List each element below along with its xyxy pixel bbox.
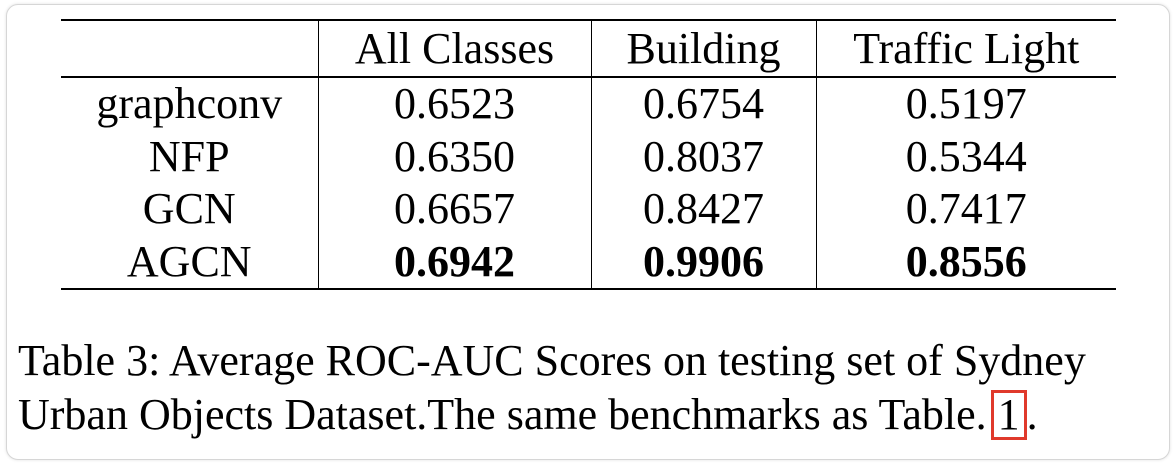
caption-period: . xyxy=(1026,390,1038,439)
table-reference-link[interactable]: 1 xyxy=(990,390,1027,440)
score-cell: 0.6657 xyxy=(317,183,591,236)
table-caption: Table 3: Average ROC-AUC Scores on testi… xyxy=(18,334,1168,442)
table-row: AGCN 0.6942 0.9906 0.8556 xyxy=(61,235,1116,289)
header-empty xyxy=(61,20,318,77)
method-name: graphconv xyxy=(96,79,283,129)
table-row: graphconv 0.6523 0.6754 0.5197 xyxy=(61,77,1116,131)
caption-line-2: Urban Objects Dataset.The same benchmark… xyxy=(18,388,1168,442)
table-row: NFP 0.6350 0.8037 0.5344 xyxy=(61,130,1116,183)
best-score-cell: 0.8556 xyxy=(815,235,1116,289)
table-row: GCN 0.6657 0.8427 0.7417 xyxy=(61,183,1116,236)
results-table: All Classes Building Traffic Light graph… xyxy=(61,19,1116,290)
header-row: All Classes Building Traffic Light xyxy=(61,20,1116,77)
header-building: Building xyxy=(590,20,816,77)
score-cell: 0.8427 xyxy=(590,183,816,236)
score-cell: 0.8037 xyxy=(590,130,816,183)
score-cell: 0.5197 xyxy=(815,77,1116,131)
score-cell: 0.6350 xyxy=(317,130,591,183)
method-name: AGCN xyxy=(126,236,252,286)
score-cell: 0.5344 xyxy=(815,130,1116,183)
score-cell: 0.7417 xyxy=(815,183,1116,236)
method-name: GCN xyxy=(142,184,236,234)
header-all-classes: All Classes xyxy=(317,20,591,77)
score-cell: 0.6523 xyxy=(317,77,591,131)
score-cell: 0.6754 xyxy=(590,77,816,131)
header-traffic-light: Traffic Light xyxy=(815,20,1116,77)
method-name: NFP xyxy=(148,131,230,181)
caption-line-1: Table 3: Average ROC-AUC Scores on testi… xyxy=(18,336,1086,385)
best-score-cell: 0.6942 xyxy=(317,235,591,289)
caption-line-2-text: Urban Objects Dataset.The same benchmark… xyxy=(18,390,987,439)
best-score-cell: 0.9906 xyxy=(590,235,816,289)
